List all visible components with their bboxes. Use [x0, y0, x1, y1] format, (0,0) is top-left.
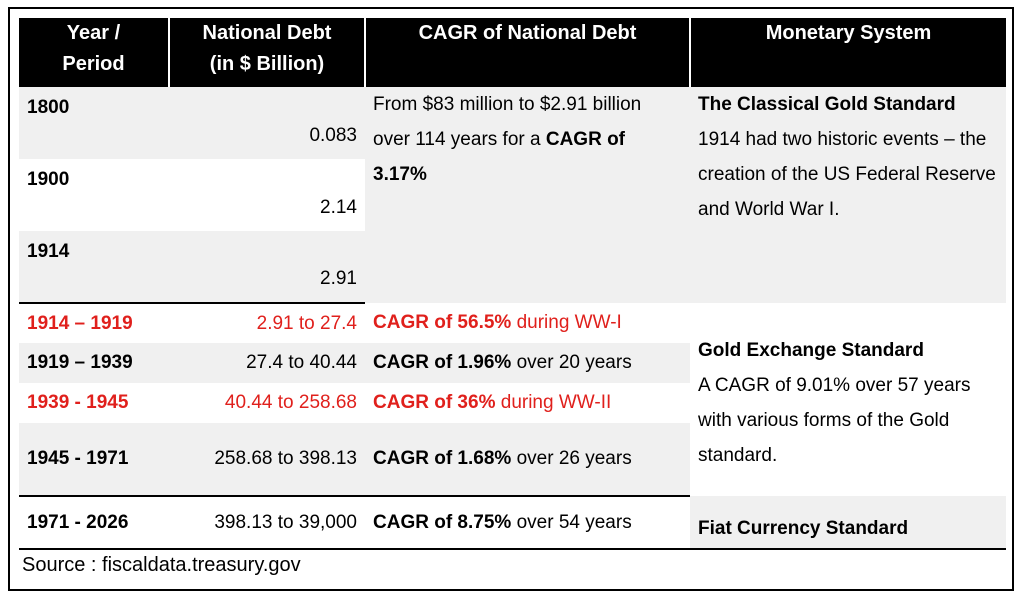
cagr-cell: CAGR of 1.68% over 26 years: [365, 423, 690, 497]
table-row: 1914 2.91: [19, 231, 1006, 304]
period-cell: 1914 – 1919: [19, 303, 169, 343]
classical-gold-section: 1800 0.083 From $83 million to $2.91 bil…: [19, 87, 1006, 304]
year-cell: 1914: [19, 231, 169, 304]
header-national-debt: National Debt (in $ Billion): [169, 18, 366, 87]
table-row: 1914 – 1919 2.91 to 27.4 CAGR of 56.5% d…: [19, 303, 1006, 496]
table-row: 1945 - 1971 258.68 to 398.13 CAGR of 1.6…: [19, 423, 1006, 497]
debt-cell: 40.44 to 258.68: [169, 383, 365, 423]
system-description: 1914 had two historic events – the creat…: [698, 129, 996, 220]
system-title: The Classical Gold Standard: [698, 94, 956, 115]
cagr-cell: From $83 million to $2.91 billion over 1…: [365, 87, 690, 303]
header-cagr: CAGR of National Debt: [365, 18, 691, 87]
debt-cell: 258.68 to 398.13: [169, 423, 365, 497]
header-year: Year / Period: [19, 18, 170, 87]
system-description: A CAGR of 9.01% over 57 years with vario…: [698, 374, 971, 466]
gold-exchange-section: 1914 – 1919 2.91 to 27.4 CAGR of 56.5% d…: [19, 303, 1006, 497]
period-cell: 1945 - 1971: [19, 423, 169, 497]
cagr-cell: CAGR of 56.5% during WW-I: [365, 303, 690, 343]
cagr-cell: CAGR of 8.75% over 54 years: [365, 496, 690, 550]
period-cell: 1939 - 1945: [19, 383, 169, 423]
debt-cell: 2.91: [169, 231, 365, 304]
outer-frame: [8, 7, 1014, 591]
debt-cell: 2.91 to 27.4: [169, 303, 365, 343]
period-cell: 1971 - 2026: [19, 496, 169, 550]
fiat-section: 1971 - 2026 398.13 to 39,000 CAGR of 8.7…: [19, 496, 1006, 550]
system-title: Gold Exchange Standard: [698, 339, 924, 361]
monetary-system-cell: The Classical Gold Standard 1914 had two…: [690, 87, 1006, 303]
header-row: Year / Period National Debt (in $ Billio…: [19, 18, 1006, 87]
debt-cell: 2.14: [169, 159, 365, 231]
table-row: 1900 2.14: [19, 159, 1006, 231]
year-cell: 1900: [19, 159, 169, 231]
debt-cell: 0.083: [169, 87, 365, 159]
period-cell: 1919 – 1939: [19, 343, 169, 383]
debt-cell: 27.4 to 40.44: [169, 343, 365, 383]
debt-cell: 398.13 to 39,000: [169, 496, 365, 550]
table-row: 1919 – 1939 27.4 to 40.44 CAGR of 1.96% …: [19, 343, 1006, 383]
table-row: 1939 - 1945 40.44 to 258.68 CAGR of 36% …: [19, 383, 1006, 423]
year-cell: 1800: [19, 87, 169, 159]
table-row: 1800 0.083 From $83 million to $2.91 bil…: [19, 87, 1006, 303]
monetary-system-cell: Gold Exchange Standard A CAGR of 9.01% o…: [690, 303, 1006, 496]
cagr-cell: CAGR of 36% during WW-II: [365, 383, 690, 423]
cagr-cell: CAGR of 1.96% over 20 years: [365, 343, 690, 383]
table-row: 1971 - 2026 398.13 to 39,000 CAGR of 8.7…: [19, 496, 1006, 550]
source-note: Source : fiscaldata.treasury.gov: [22, 554, 301, 576]
monetary-system-cell: Fiat Currency Standard: [690, 496, 1006, 550]
header-monetary-system: Monetary System: [690, 18, 1006, 87]
national-debt-table: Year / Period National Debt (in $ Billio…: [19, 18, 1006, 550]
